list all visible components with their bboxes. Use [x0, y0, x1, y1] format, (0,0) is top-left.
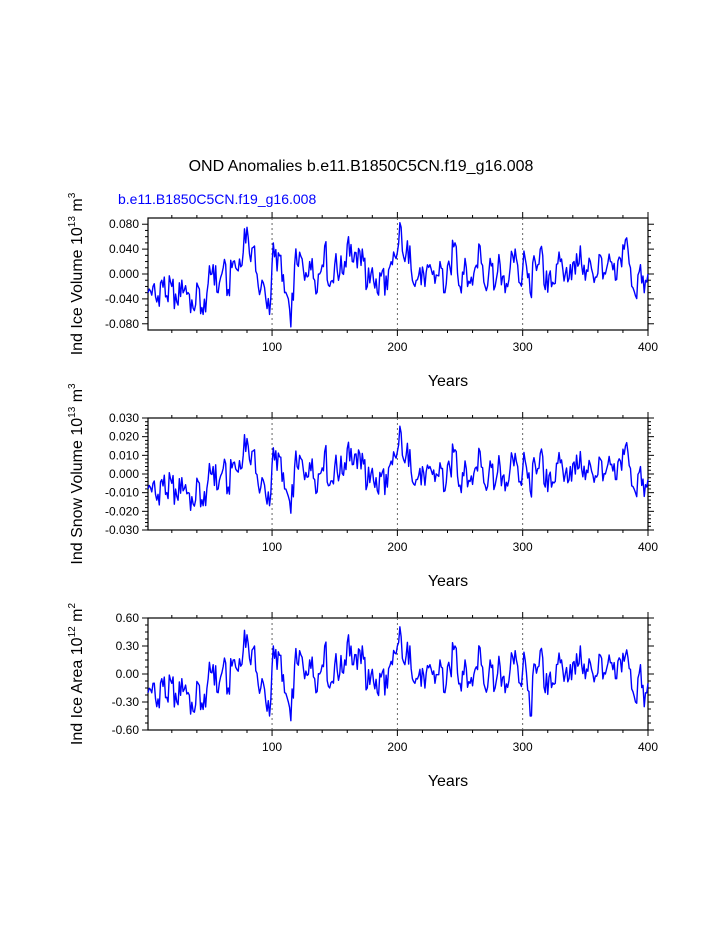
x-tick-label: 200 [387, 340, 407, 354]
y-label-unit: m [69, 198, 86, 216]
y-tick-label: 0.010 [109, 448, 139, 462]
x-tick-label: 300 [513, 540, 533, 554]
y-axis-label: Ind Ice Area 1012 m2 [67, 603, 86, 746]
y-tick-label: -0.30 [112, 695, 140, 709]
y-label-unit-exponent: 3 [67, 192, 78, 198]
chart-snow-volume: 100 200 300 400 -0.030 -0.020 -0.010 0.000 0.010… [67, 383, 658, 590]
y-axis-label: Ind Ice Volume 1013 m3 [67, 192, 86, 355]
y-label-exponent: 12 [67, 626, 78, 638]
x-tick-label: 100 [262, 740, 282, 754]
plot-frame [147, 217, 649, 331]
y-label-main: Ind Ice Area 10 [69, 637, 86, 745]
y-tick-label: 0.30 [116, 639, 140, 653]
y-tick-label: -0.080 [105, 317, 139, 331]
y-tick-label: 0.080 [109, 217, 139, 231]
x-axis-label: Years [428, 773, 468, 790]
y-label-main: Ind Snow Volume 10 [69, 418, 86, 565]
y-label-unit-exponent: 3 [67, 383, 78, 389]
figure-title: OND Anomalies b.e11.B1850C5CN.f19_g16.00… [189, 158, 534, 175]
series-line-ice-volume [147, 222, 649, 328]
y-tick-label: 0.030 [109, 411, 139, 425]
y-label-main: Ind Ice Volume 10 [69, 227, 86, 355]
y-tick-label: 0.00 [116, 667, 140, 681]
y-tick-label: 0.60 [116, 611, 140, 625]
plot-frame [147, 417, 649, 531]
y-label-unit: m [69, 609, 86, 627]
chart-ice-area: 100 200 300 400 -0.60 -0.30 0.00 0.30 0.60 Years I… [67, 603, 658, 790]
y-tick-label: -0.030 [105, 523, 139, 537]
y-tick-label: -0.020 [105, 504, 139, 518]
x-tick-label: 200 [387, 740, 407, 754]
x-axis-label: Years [428, 373, 468, 390]
panels: 100 200 300 400 -0.080 -0.040 0.000 0.040 0.080 Y… [67, 192, 658, 790]
x-tick-label: 300 [513, 340, 533, 354]
x-axis-label: Years [428, 573, 468, 590]
series-line-snow-volume [147, 425, 649, 514]
x-tick-label: 200 [387, 540, 407, 554]
x-tick-label: 300 [513, 740, 533, 754]
x-tick-label: 400 [638, 540, 658, 554]
y-label-exponent: 13 [67, 216, 78, 228]
y-tick-label: 0.040 [109, 242, 139, 256]
y-tick-label: 0.000 [109, 467, 139, 481]
figure-subtitle: b.e11.B1850C5CN.f19_g16.008 [118, 191, 316, 207]
y-tick-label: -0.60 [112, 723, 140, 737]
y-tick-label: -0.010 [105, 486, 139, 500]
y-label-exponent: 13 [67, 406, 78, 418]
chart-ice-volume: 100 200 300 400 -0.080 -0.040 0.000 0.040 0.080 Y… [67, 192, 658, 390]
y-label-unit-exponent: 2 [67, 603, 78, 609]
y-tick-label: -0.040 [105, 292, 139, 306]
series-line-ice-area [147, 626, 649, 722]
x-tick-label: 400 [638, 340, 658, 354]
y-tick-label: 0.020 [109, 430, 139, 444]
y-tick-label: 0.000 [109, 267, 139, 281]
y-label-unit: m [69, 389, 86, 407]
x-tick-label: 400 [638, 740, 658, 754]
x-tick-label: 100 [262, 340, 282, 354]
x-tick-label: 100 [262, 540, 282, 554]
plot-frame [147, 617, 649, 731]
y-axis-label: Ind Snow Volume 1013 m3 [67, 383, 86, 565]
